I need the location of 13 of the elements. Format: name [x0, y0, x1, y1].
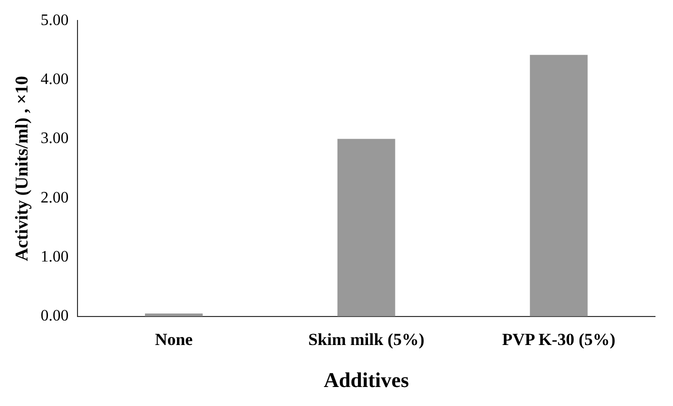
y-tick-label: 0.00	[40, 308, 69, 325]
y-axis-title: Activity (Units/ml) , ×10	[11, 76, 32, 262]
bar	[337, 138, 396, 316]
bar	[530, 54, 588, 316]
y-tick-label: 1.00	[40, 248, 69, 266]
y-tick-label: 5.00	[40, 12, 69, 29]
x-tick-label: None	[154, 330, 194, 349]
y-tick-label: 2.00	[40, 189, 69, 206]
x-tick-label: PVP K-30 (5%)	[502, 330, 616, 349]
x-tick-label: Skim milk (5%)	[308, 330, 424, 349]
y-tick-label: 3.00	[40, 130, 69, 148]
x-axis-title: Additives	[324, 368, 409, 392]
y-tick-label: 4.00	[40, 70, 69, 88]
